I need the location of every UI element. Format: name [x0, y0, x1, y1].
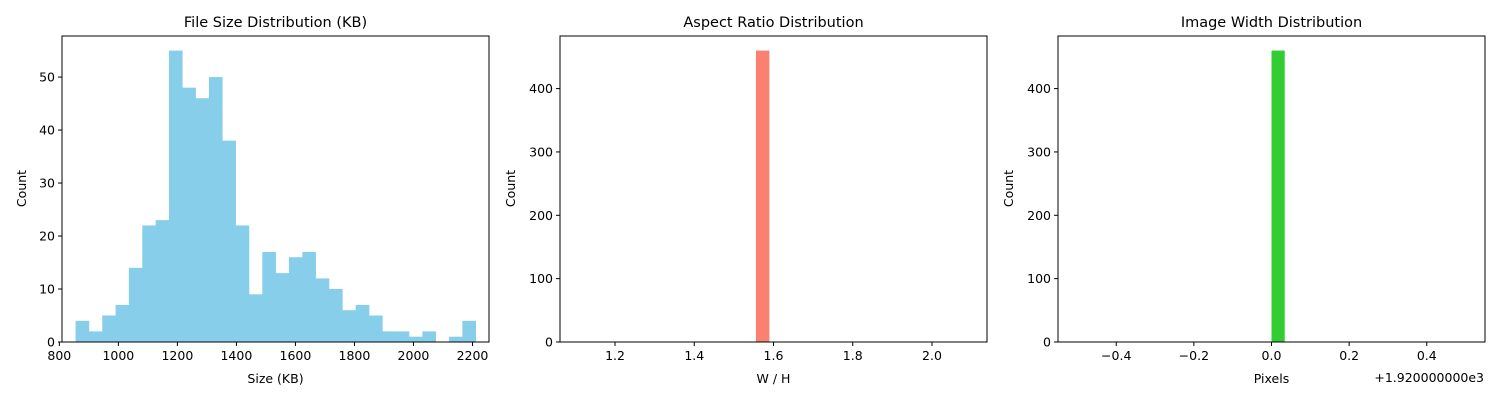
y-axis-label: Count	[503, 170, 518, 207]
histogram-bar	[395, 331, 410, 342]
histogram-bar	[182, 87, 196, 342]
histogram-bar	[168, 50, 183, 342]
y-tick-label: 20	[39, 229, 55, 244]
histogram-bars	[75, 50, 477, 342]
histogram-bar	[155, 220, 170, 342]
x-tick-label: 1200	[161, 348, 193, 363]
histogram-bar	[462, 320, 477, 342]
chart-title: File Size Distribution (KB)	[184, 15, 367, 31]
x-tick-label: 2000	[398, 348, 430, 363]
y-tick-label: 0	[1043, 335, 1051, 350]
y-tick-label: 400	[1027, 81, 1051, 96]
histogram-bar	[88, 331, 103, 342]
y-tick-label: 10	[39, 282, 55, 297]
histogram-bar	[288, 257, 303, 342]
x-tick-label: 0.4	[1417, 348, 1437, 363]
y-tick-label: 100	[1027, 271, 1051, 286]
histogram-bar	[302, 251, 316, 342]
histogram-bar	[142, 225, 156, 342]
x-axis-label: W / H	[757, 371, 791, 386]
histogram-bar	[342, 310, 356, 342]
histogram-bar	[1271, 50, 1285, 342]
x-tick-label: 1000	[102, 348, 134, 363]
plot-frame	[1057, 35, 1486, 343]
histogram-bar	[248, 294, 263, 342]
y-tick-label: 300	[529, 144, 553, 159]
x-tick-label: 1.4	[684, 348, 704, 363]
x-axis-ticks: −0.4 −0.2 0.0 0.2 0.4	[1101, 342, 1437, 363]
histogram-bar	[422, 331, 437, 342]
histogram-bar	[382, 331, 396, 342]
y-tick-label: 100	[529, 271, 553, 286]
x-tick-label: −0.2	[1179, 348, 1209, 363]
y-tick-label: 0	[47, 335, 55, 350]
x-axis-ticks: 800 1000 1200 1400 1600 1800 2000 2200	[47, 342, 488, 363]
x-tick-label: 800	[47, 348, 71, 363]
x-tick-label: 2.0	[922, 348, 942, 363]
x-tick-label: −0.4	[1101, 348, 1131, 363]
aspect-ratio-histogram: Aspect Ratio Distribution W / H Count 1.…	[503, 15, 988, 386]
histogram-bar	[262, 251, 276, 342]
chart-title: Image Width Distribution	[1181, 15, 1362, 31]
x-tick-label: 1.6	[764, 348, 784, 363]
x-tick-label: 1.8	[843, 348, 863, 363]
x-tick-label: 0.2	[1339, 348, 1359, 363]
x-tick-label: 2200	[457, 348, 489, 363]
y-axis-ticks: 0 100 200 300 400	[529, 81, 560, 350]
histogram-bar	[222, 140, 236, 342]
chart-title: Aspect Ratio Distribution	[683, 15, 863, 31]
histogram-bars	[755, 50, 770, 342]
image-width-histogram: Image Width Distribution Pixels Count +1…	[1001, 15, 1486, 386]
y-axis-label: Count	[14, 170, 29, 207]
y-tick-label: 40	[39, 123, 55, 138]
histogram-bar	[102, 315, 116, 342]
y-tick-label: 50	[39, 70, 55, 85]
y-tick-label: 400	[529, 81, 553, 96]
x-axis-label: Size (KB)	[247, 371, 303, 386]
x-axis-label: Pixels	[1254, 371, 1289, 386]
plot-frame	[559, 35, 988, 343]
histogram-bar	[235, 225, 250, 342]
histogram-bar	[115, 304, 130, 342]
x-tick-label: 1400	[220, 348, 252, 363]
plot-frame	[61, 35, 490, 343]
histogram-bar	[409, 336, 423, 342]
histogram-bar	[369, 315, 383, 342]
y-axis-ticks: 0 10 20 30 40 50	[39, 70, 62, 350]
histogram-bar	[449, 336, 463, 342]
x-axis-ticks: 1.2 1.4 1.6 1.8 2.0	[605, 342, 942, 363]
y-axis-label: Count	[1001, 170, 1016, 207]
y-axis-ticks: 0 100 200 300 400	[1027, 81, 1058, 350]
x-tick-label: 0.0	[1262, 348, 1282, 363]
histogram-bar	[315, 278, 330, 342]
y-tick-label: 30	[39, 176, 55, 191]
y-tick-label: 200	[1027, 208, 1051, 223]
histogram-bar	[208, 77, 223, 342]
histogram-bar	[195, 98, 210, 342]
histogram-bars	[1271, 50, 1285, 342]
histogram-bar	[75, 320, 90, 342]
y-tick-label: 200	[529, 208, 553, 223]
file-size-histogram: File Size Distribution (KB) Size (KB) Co…	[14, 15, 490, 386]
histogram-bar	[755, 50, 770, 342]
histogram-bar	[329, 289, 343, 342]
histogram-bar	[275, 273, 290, 342]
y-tick-label: 300	[1027, 144, 1051, 159]
histogram-bar	[355, 304, 370, 342]
histogram-bar	[128, 267, 143, 342]
x-tick-label: 1.2	[605, 348, 625, 363]
x-axis-offset-text: +1.920000000e3	[1374, 370, 1484, 385]
x-tick-label: 1800	[339, 348, 371, 363]
x-tick-label: 1600	[280, 348, 312, 363]
y-tick-label: 0	[545, 335, 553, 350]
